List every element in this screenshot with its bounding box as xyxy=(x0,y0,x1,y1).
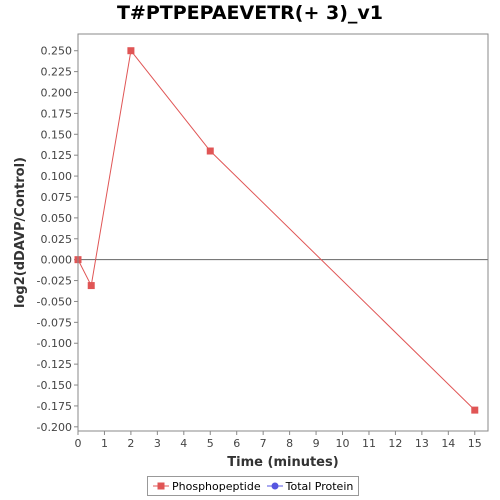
x-tick-label: 15 xyxy=(468,437,482,450)
y-tick-label: -0.050 xyxy=(37,295,72,308)
y-tick-label: -0.125 xyxy=(37,358,72,371)
y-tick-label: 0.100 xyxy=(41,170,73,183)
y-axis-title: log2(dDAVP/Control) xyxy=(13,157,28,308)
legend-item-total-protein: Total Protein xyxy=(266,479,354,493)
x-tick-label: 12 xyxy=(388,437,402,450)
y-axis-ticks: 0.250 0.225 0.200 0.175 0.150 0.125 0.100 0.075… xyxy=(37,45,78,434)
x-tick-label: 0 xyxy=(75,437,82,450)
legend-item-phosphopeptide: Phosphopeptide xyxy=(153,480,261,493)
x-tick-label: 7 xyxy=(260,437,267,450)
y-tick-label: 0.025 xyxy=(41,233,73,246)
circle-marker-icon xyxy=(266,482,283,490)
y-tick-label: 0.050 xyxy=(41,212,73,225)
x-tick-label: 5 xyxy=(207,437,214,450)
y-tick-label: -0.200 xyxy=(37,421,72,434)
x-tick-label: 6 xyxy=(233,437,240,450)
y-tick-label: -0.150 xyxy=(37,379,72,392)
chart-title: T#PTPEPAEVETR(+ 3)_v1 xyxy=(116,2,384,24)
x-axis-title: Time (minutes) xyxy=(227,455,338,470)
data-point xyxy=(87,282,95,290)
x-tick-label: 11 xyxy=(362,437,376,450)
y-tick-label: 0.000 xyxy=(41,254,73,267)
legend-label-phosphopeptide: Phosphopeptide xyxy=(172,479,261,493)
y-tick-label: 0.125 xyxy=(41,149,73,162)
y-tick-label: -0.175 xyxy=(37,400,72,413)
x-tick-label: 3 xyxy=(154,437,161,450)
y-tick-label: 0.250 xyxy=(41,45,73,58)
data-point xyxy=(206,147,214,155)
legend-label-total-protein: Total Protein xyxy=(285,479,354,493)
x-tick-label: 1 xyxy=(101,437,108,450)
square-marker-icon xyxy=(153,482,169,490)
legend: Phosphopeptide Total Protein xyxy=(147,476,360,496)
y-tick-label: 0.075 xyxy=(41,191,73,204)
y-tick-label: -0.100 xyxy=(37,337,72,350)
plot-frame xyxy=(77,33,489,432)
y-tick-label: 0.225 xyxy=(41,66,73,79)
x-tick-label: 2 xyxy=(127,437,134,450)
y-tick-label: 0.175 xyxy=(41,107,73,120)
x-tick-label: 9 xyxy=(313,437,320,450)
y-tick-label: -0.075 xyxy=(37,316,72,329)
data-point xyxy=(127,47,135,55)
series-layer xyxy=(74,47,479,414)
x-tick-label: 13 xyxy=(415,437,429,450)
y-tick-label: -0.025 xyxy=(37,275,72,288)
x-tick-label: 8 xyxy=(286,437,293,450)
x-tick-label: 10 xyxy=(336,437,350,450)
x-axis-ticks: 0 1 2 3 4 5 6 7 8 9 10 11 12 13 14 15 xyxy=(75,431,482,450)
x-tick-label: 14 xyxy=(441,437,455,450)
y-tick-label: 0.200 xyxy=(41,87,73,100)
series-line-0 xyxy=(77,49,476,411)
data-point xyxy=(471,406,479,414)
y-tick-label: 0.150 xyxy=(41,128,73,141)
x-tick-label: 4 xyxy=(180,437,187,450)
